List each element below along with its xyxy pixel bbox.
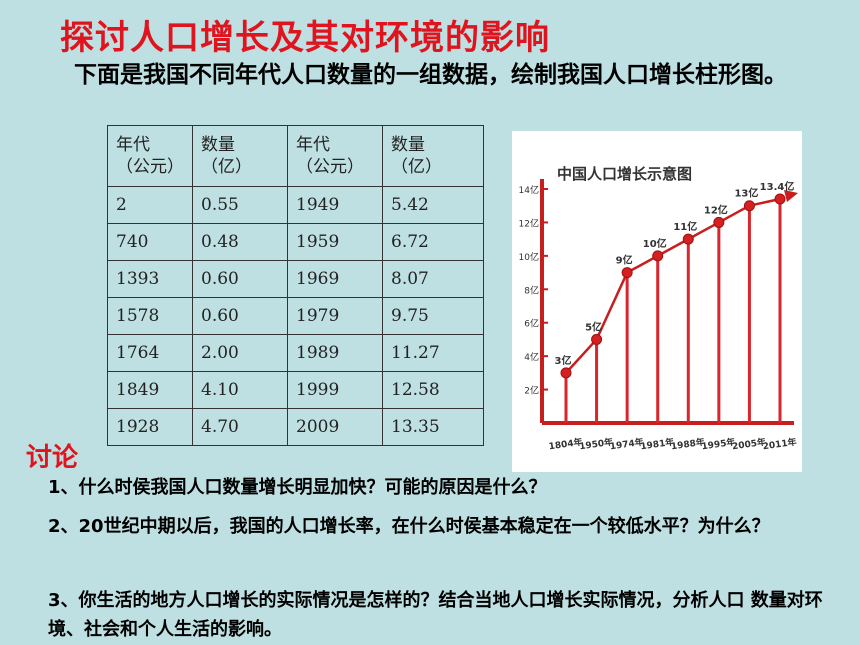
table-cell: 1999 xyxy=(287,371,383,409)
table-cell: 4.10 xyxy=(192,371,288,409)
data-point xyxy=(774,193,786,205)
header-count-1: 数量 （亿） xyxy=(192,125,288,187)
data-label: 3亿 xyxy=(555,354,572,367)
table-header-row: 年代 （公元） 数量 （亿） 年代 （公元） 数量 （亿） xyxy=(107,125,484,187)
table-cell: 0.60 xyxy=(192,297,288,335)
table-cell: 1969 xyxy=(287,260,383,298)
table-cell: 1764 xyxy=(107,334,193,372)
data-point xyxy=(713,216,725,228)
table-cell: 0.60 xyxy=(192,260,288,298)
table-row: 1578 0.60 1979 9.75 xyxy=(107,297,484,335)
data-label: 5亿 xyxy=(585,320,602,333)
table-cell: 1393 xyxy=(107,260,193,298)
table-cell: 0.55 xyxy=(192,186,288,224)
table-cell: 740 xyxy=(107,223,193,261)
intro-text: 下面是我国不同年代人口数量的一组数据，绘制我国人口增长柱形图。 xyxy=(74,62,787,88)
header-count-2: 数量 （亿） xyxy=(382,125,484,187)
data-point xyxy=(621,267,633,279)
y-tick-label: 2亿 xyxy=(524,385,539,397)
table-cell: 11.27 xyxy=(382,334,484,372)
trend-arrow-icon xyxy=(784,190,798,203)
discussion-label: 讨论 xyxy=(26,443,79,473)
question-1: 1、什么时侯我国人口数量增长明显加快？可能的原因是什么？ xyxy=(48,477,547,498)
table-cell: 4.70 xyxy=(192,408,288,446)
data-label: 11亿 xyxy=(673,220,697,233)
table-cell: 9.75 xyxy=(382,297,484,335)
data-point xyxy=(652,250,664,262)
data-label: 10亿 xyxy=(643,237,667,250)
data-label: 13.4亿 xyxy=(760,180,795,193)
data-label: 12亿 xyxy=(704,203,728,216)
chart-title: 中国人口增长示意图 xyxy=(557,165,692,183)
table-cell: 1949 xyxy=(287,186,383,224)
table-cell: 1989 xyxy=(287,334,383,372)
table-cell: 13.35 xyxy=(382,408,484,446)
population-chart-image: 中国人口增长示意图 2亿 4亿 6亿 8亿 10亿 12亿 14亿 3亿 5亿 9亿 10亿 11亿 12… xyxy=(512,131,802,472)
header-year-2: 年代 （公元） xyxy=(287,125,383,187)
question-3: 3、你生活的地方人口增长的实际情况是怎样的？结合当地人口增长实际情况，分析人口 … xyxy=(48,590,823,640)
table-row: 1764 2.00 1989 11.27 xyxy=(107,334,484,372)
table-cell: 2.00 xyxy=(192,334,288,372)
table-cell: 2 xyxy=(107,186,193,224)
table-row: 1928 4.70 2009 13.35 xyxy=(107,408,484,446)
table-cell: 0.48 xyxy=(192,223,288,261)
y-tick-label: 10亿 xyxy=(519,251,539,263)
y-tick-label: 4亿 xyxy=(524,351,539,363)
data-point xyxy=(743,200,755,212)
table-cell: 5.42 xyxy=(382,186,484,224)
table-cell: 8.07 xyxy=(382,260,484,298)
data-label: 9亿 xyxy=(616,254,633,267)
table-cell: 1849 xyxy=(107,371,193,409)
y-tick-label: 12亿 xyxy=(519,217,539,229)
page-title: 探讨人口增长及其对环境的影响 xyxy=(60,18,550,58)
population-table: 年代 （公元） 数量 （亿） 年代 （公元） 数量 （亿） 2 0.55 1949 5.42 … xyxy=(107,125,484,446)
table-row: 2 0.55 1949 5.42 xyxy=(107,186,484,224)
data-point xyxy=(560,367,572,379)
table-cell: 6.72 xyxy=(382,223,484,261)
question-2: 2、20世纪中期以后，我国的人口增长率，在什么时侯基本稳定在一个较低水平？为什么… xyxy=(48,516,770,537)
data-label: 13亿 xyxy=(734,187,758,200)
data-point xyxy=(591,333,603,345)
y-tick-label: 6亿 xyxy=(524,318,539,330)
y-tick-label: 8亿 xyxy=(524,284,539,296)
table-row: 1393 0.60 1969 8.07 xyxy=(107,260,484,298)
series-line xyxy=(565,197,781,374)
table-cell: 2009 xyxy=(287,408,383,446)
x-tick-label: 2011年 xyxy=(762,436,797,453)
table-row: 740 0.48 1959 6.72 xyxy=(107,223,484,261)
table-cell: 1979 xyxy=(287,297,383,335)
header-year-1: 年代 （公元） xyxy=(107,125,193,187)
table-cell: 1578 xyxy=(107,297,193,335)
population-chart: 中国人口增长示意图 2亿 4亿 6亿 8亿 10亿 12亿 14亿 3亿 5亿 9亿 10亿 11亿 12… xyxy=(519,165,798,453)
table-row: 1849 4.10 1999 12.58 xyxy=(107,371,484,409)
y-tick-label: 14亿 xyxy=(519,184,539,196)
table-cell: 1959 xyxy=(287,223,383,261)
table-cell: 12.58 xyxy=(382,371,484,409)
data-point xyxy=(682,233,694,245)
table-cell: 1928 xyxy=(107,408,193,446)
